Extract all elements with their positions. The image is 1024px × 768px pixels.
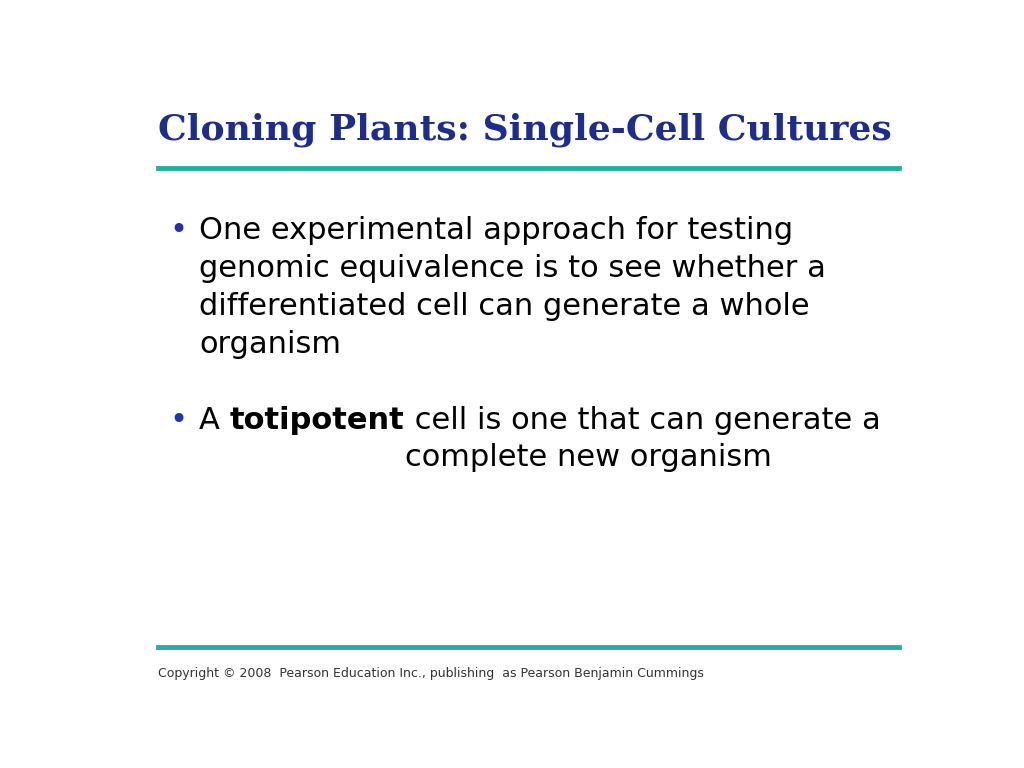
- Text: Cloning Plants: Single-Cell Cultures: Cloning Plants: Single-Cell Cultures: [158, 113, 892, 147]
- Text: One experimental approach for testing
genomic equivalence is to see whether a
di: One experimental approach for testing ge…: [200, 217, 826, 359]
- Text: •: •: [169, 217, 187, 245]
- Text: •: •: [169, 406, 187, 435]
- Text: Copyright © 2008  Pearson Education Inc., publishing  as Pearson Benjamin Cummin: Copyright © 2008 Pearson Education Inc.,…: [158, 667, 705, 680]
- Text: cell is one that can generate a
complete new organism: cell is one that can generate a complete…: [404, 406, 881, 472]
- Text: A: A: [200, 406, 230, 435]
- Text: totipotent: totipotent: [230, 406, 404, 435]
